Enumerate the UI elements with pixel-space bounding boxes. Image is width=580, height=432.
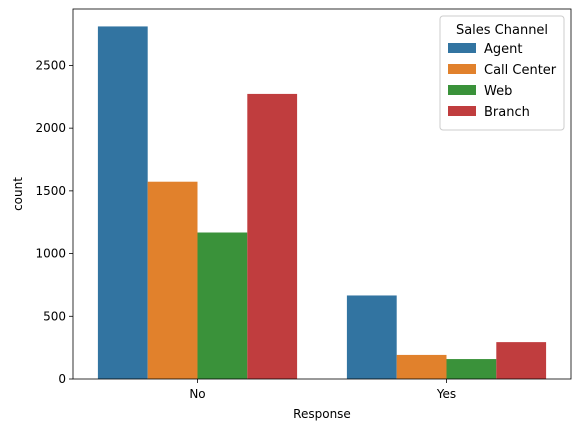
legend-label-agent: Agent [484,42,522,57]
legend-label-branch: Branch [484,105,530,120]
bar-call-center-yes [396,354,447,379]
bar-web-yes [446,359,497,379]
bar-call-center-no [147,181,198,379]
y-tick-label: 2000 [35,121,66,135]
x-axis-label: Response [293,407,351,421]
bar-web-no [197,232,248,379]
bar-branch-yes [496,342,547,379]
y-tick-label: 0 [58,372,66,386]
legend-title: Sales Channel [456,23,548,38]
bars-group [97,26,547,379]
x-ticks-group: No Yes [189,379,456,401]
legend-items: Agent Call Center Web Branch [448,42,557,120]
plot-frame [72,8,572,380]
bar-branch-no [247,93,298,379]
y-ticks-group: 0 500 1000 1500 2000 2500 [35,58,73,386]
y-tick-label: 2500 [35,58,66,72]
bar-agent-yes [346,295,397,379]
y-tick-label: 500 [43,309,66,323]
x-tick-label-no: No [189,387,205,401]
legend-swatch-agent [448,43,476,53]
legend-swatch-branch [448,106,476,116]
legend-label-call-center: Call Center [484,63,557,78]
y-axis-label: count [11,177,25,211]
bar-agent-no [97,26,148,379]
y-tick-label: 1000 [35,247,66,261]
y-tick-label: 1500 [35,184,66,198]
legend: Sales Channel Agent Call Center Web Branch [439,15,565,131]
legend-swatch-call-center [448,64,476,74]
x-tick-label-yes: Yes [436,387,456,401]
legend-swatch-web [448,85,476,95]
legend-label-web: Web [484,84,512,99]
axes-group [72,8,572,380]
